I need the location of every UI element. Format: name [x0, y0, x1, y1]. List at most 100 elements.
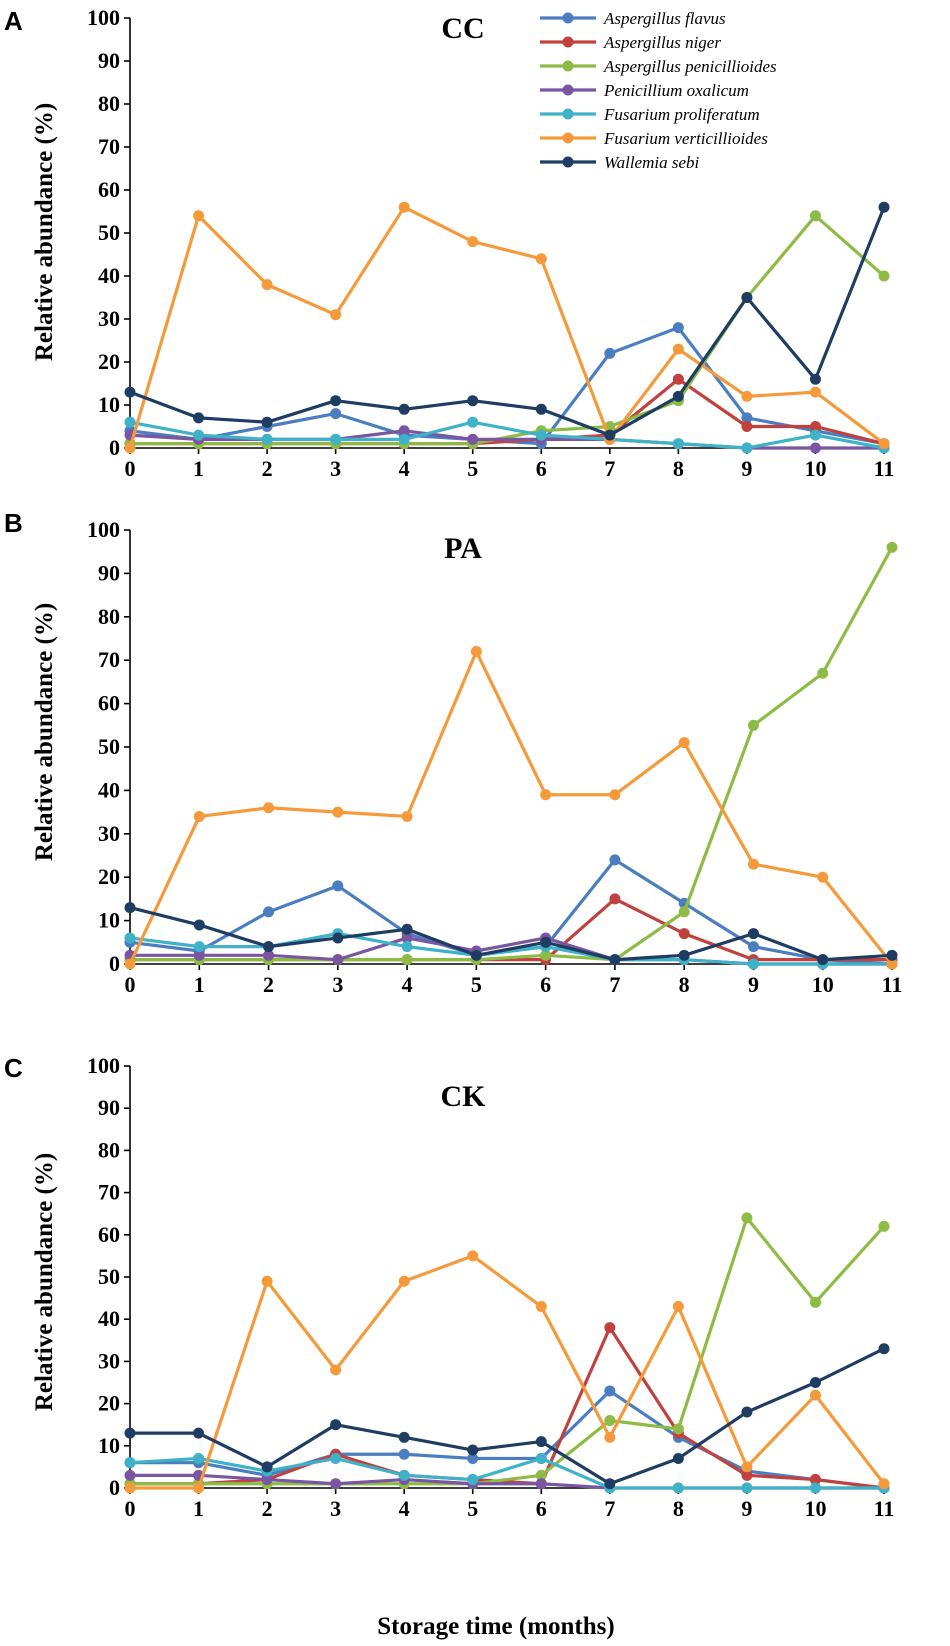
data-point-aspergillus-penicillioides: [540, 949, 552, 961]
data-point-wallemia-sebi: [401, 923, 413, 935]
data-point-fusarium-verticillioides: [604, 1431, 616, 1443]
x-tick-label: 7: [604, 456, 615, 481]
data-point-aspergillus-flavus: [330, 408, 342, 420]
x-tick-label: 2: [262, 1496, 273, 1521]
x-tick-label: 5: [471, 972, 482, 997]
data-point-penicillium-oxalicum: [809, 442, 821, 454]
data-point-fusarium-proliferatum: [747, 958, 759, 970]
data-point-fusarium-proliferatum: [398, 1469, 410, 1481]
x-tick-label: 9: [741, 1496, 752, 1521]
y-tick-label: 10: [98, 908, 120, 933]
legend-label-fusarium-proliferatum: Fusarium proliferatum: [603, 105, 760, 124]
data-point-aspergillus-flavus: [604, 347, 616, 359]
data-point-fusarium-verticillioides: [261, 1275, 273, 1287]
x-tick-label: 6: [536, 456, 547, 481]
series-line-fusarium-verticillioides: [128, 205, 885, 449]
x-tick-label: 3: [330, 456, 341, 481]
data-point-fusarium-proliferatum: [193, 941, 205, 953]
x-tick-label: 4: [399, 1496, 410, 1521]
x-tick-label: 0: [125, 456, 136, 481]
x-tick-label: 5: [467, 456, 478, 481]
data-point-fusarium-verticillioides: [878, 1478, 890, 1490]
data-point-fusarium-verticillioides: [193, 1482, 205, 1494]
legend-marker-aspergillus-flavus: [562, 12, 574, 24]
data-point-fusarium-verticillioides: [886, 958, 898, 970]
data-point-wallemia-sebi: [261, 1461, 273, 1473]
panel-c-ck: C CK Relative abundance (%) 010203040506…: [4, 1053, 894, 1521]
data-point-aspergillus-flavus: [263, 906, 275, 918]
data-point-aspergillus-niger: [741, 421, 753, 432]
y-tick-label: 40: [98, 1306, 120, 1331]
y-tick-label: 0: [109, 435, 120, 460]
data-point-aspergillus-penicillioides: [604, 1414, 616, 1426]
data-point-fusarium-proliferatum: [124, 1457, 136, 1469]
x-tick-label: 9: [748, 972, 759, 997]
data-point-fusarium-verticillioides: [467, 1250, 479, 1262]
data-point-fusarium-verticillioides: [124, 442, 136, 454]
data-point-aspergillus-penicillioides: [886, 541, 898, 553]
data-point-fusarium-proliferatum: [809, 429, 821, 441]
legend-label-aspergillus-penicillioides: Aspergillus penicillioides: [603, 57, 777, 76]
data-point-wallemia-sebi: [467, 1444, 479, 1456]
data-point-wallemia-sebi: [672, 390, 684, 402]
data-point-fusarium-verticillioides: [124, 958, 136, 970]
y-tick-label: 40: [98, 777, 120, 802]
y-axis-label-a: Relative abundance (%): [31, 103, 58, 361]
data-point-fusarium-verticillioides: [398, 201, 410, 213]
data-point-fusarium-proliferatum: [741, 442, 753, 454]
y-tick-label: 60: [98, 177, 120, 202]
data-point-wallemia-sebi: [193, 1427, 205, 1439]
x-tick-label: 10: [804, 1496, 826, 1521]
data-point-fusarium-proliferatum: [193, 429, 205, 441]
panel-a-cc: A CC Relative abundance (%) 010203040506…: [4, 5, 894, 481]
y-tick-label: 10: [98, 1433, 120, 1458]
x-tick-label: 0: [125, 972, 136, 997]
data-point-aspergillus-niger: [678, 928, 690, 940]
data-point-penicillium-oxalicum: [330, 1478, 342, 1490]
panel-b-pa: B PA Relative abundance (%) 010203040506…: [4, 508, 902, 997]
series-line-fusarium-verticillioides: [130, 1254, 886, 1490]
data-point-wallemia-sebi: [398, 403, 410, 415]
y-axis-label-c: Relative abundance (%): [31, 1153, 58, 1411]
x-tick-label: 3: [330, 1496, 341, 1521]
data-point-fusarium-proliferatum: [330, 1452, 342, 1464]
data-point-fusarium-verticillioides: [535, 253, 547, 265]
y-tick-label: 80: [98, 604, 120, 629]
data-point-wallemia-sebi: [398, 1431, 410, 1443]
data-point-penicillium-oxalicum: [535, 1478, 547, 1490]
data-point-wallemia-sebi: [741, 1406, 753, 1418]
y-tick-label: 0: [109, 1475, 120, 1500]
x-tick-label: 6: [540, 972, 551, 997]
y-tick-label: 100: [87, 517, 120, 542]
panel-title-cc: CC: [441, 12, 484, 45]
y-tick-label: 100: [87, 5, 120, 30]
y-tick-label: 50: [98, 220, 120, 245]
x-tick-label: 8: [673, 456, 684, 481]
legend-label-fusarium-verticillioides: Fusarium verticillioides: [603, 129, 768, 148]
data-point-penicillium-oxalicum: [193, 949, 205, 961]
data-point-aspergillus-penicillioides: [672, 1423, 684, 1435]
y-tick-label: 20: [98, 864, 120, 889]
data-point-aspergillus-flavus: [609, 854, 621, 866]
data-point-aspergillus-niger: [741, 1469, 753, 1481]
data-point-aspergillus-penicillioides: [878, 1220, 890, 1232]
panel-letter-c: C: [4, 1053, 23, 1083]
x-tick-label: 10: [804, 456, 826, 481]
legend-marker-wallemia-sebi: [562, 156, 574, 168]
y-tick-label: 70: [98, 647, 120, 672]
x-tick-label: 5: [467, 1496, 478, 1521]
y-tick-label: 90: [98, 48, 120, 73]
y-tick-label: 70: [98, 134, 120, 159]
y-tick-label: 90: [98, 1095, 120, 1120]
data-point-fusarium-verticillioides: [261, 279, 273, 291]
data-point-wallemia-sebi: [332, 932, 344, 944]
series-line-fusarium-proliferatum: [129, 1456, 884, 1490]
data-point-fusarium-proliferatum: [741, 1482, 753, 1494]
y-tick-label: 40: [98, 263, 120, 288]
x-tick-label: 3: [332, 972, 343, 997]
data-point-aspergillus-niger: [609, 893, 621, 905]
series-line-aspergillus-penicillioides: [130, 546, 894, 962]
data-point-fusarium-verticillioides: [330, 1364, 342, 1376]
data-point-wallemia-sebi: [741, 292, 753, 303]
data-point-wallemia-sebi: [540, 936, 552, 948]
